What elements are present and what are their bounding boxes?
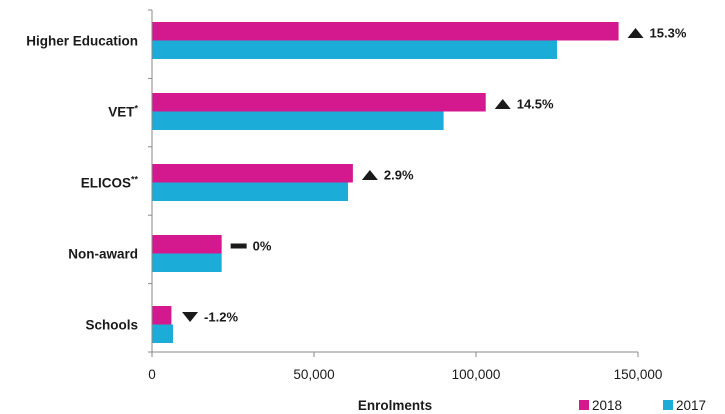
x-tick-label: 50,000 [293,367,334,382]
change-annotations: 15.3% 14.5% 2.9% 0% -1.2% [182,26,687,325]
category-label-elicos: ELICOS** [81,175,139,191]
change-up-arrow-icon [361,170,378,180]
bars-group [152,22,619,343]
category-label-schools: Schools [85,318,138,333]
bar-elicos-2017 [152,182,349,201]
x-tick-label: 0 [148,367,156,382]
category-label-non-award: Non-award [68,247,138,262]
legend-label-2018: 2018 [592,398,622,413]
legend-label-2017: 2017 [676,398,706,413]
bar-higher-education-2018 [152,22,619,41]
change-down-arrow-icon [182,312,199,322]
change-label-vet: 14.5% [517,97,554,112]
legend-swatch-2017 [663,400,673,410]
bar-schools-2017 [152,324,174,343]
bar-non-award-2017 [152,253,222,272]
bar-elicos-2018 [152,164,353,183]
bar-non-award-2018 [152,235,222,254]
change-label-schools: -1.2% [204,310,238,325]
category-superscript-vet: * [134,104,138,114]
category-label-higher-education: Higher Education [26,34,138,49]
bar-vet-2017 [152,111,444,130]
change-up-arrow-icon [627,28,644,38]
axes [148,9,638,353]
x-tick-label: 150,000 [614,367,663,382]
legend-swatch-2018 [579,400,589,410]
x-tick-label: 100,000 [452,367,501,382]
bar-vet-2018 [152,93,486,112]
change-label-non-award: 0% [253,239,272,254]
category-labels: Higher Education VET* ELICOS** Non-award Sch… [26,34,138,333]
bar-higher-education-2017 [152,40,557,59]
change-up-arrow-icon [494,99,511,109]
bar-schools-2018 [152,306,172,325]
category-label-vet: VET* [108,104,138,120]
x-axis-title: Enrolments [358,398,432,413]
x-axis-ticks: 0 50,000 100,000 150,000 [148,352,662,382]
change-label-higher-education: 15.3% [650,26,687,41]
change-label-elicos: 2.9% [384,168,414,183]
category-superscript-elicos: ** [131,175,139,185]
change-flat-dash-icon [230,243,247,249]
legend: 2018 2017 [579,398,706,413]
